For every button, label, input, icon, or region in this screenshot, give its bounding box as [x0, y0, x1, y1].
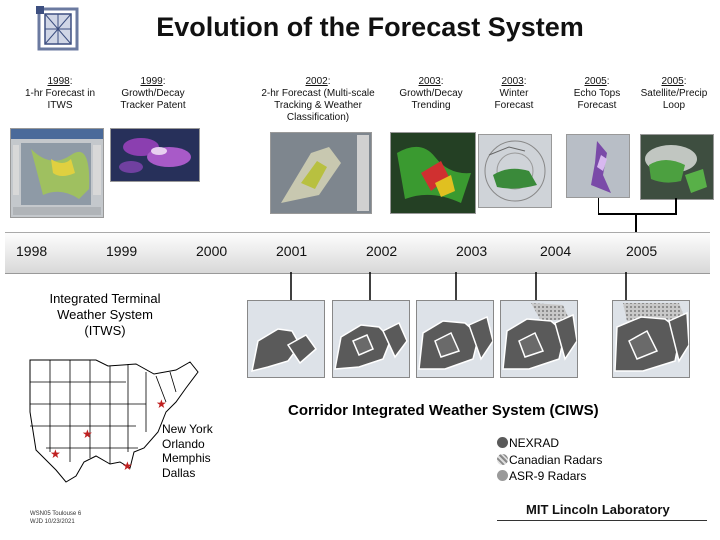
star-memphis-icon: ★ [82, 427, 93, 441]
milestone-2003-winter: 2003: Winter Forecast [494, 76, 534, 111]
timeline-year-2002: 2002 [366, 243, 398, 259]
itws-forecast-screenshot [10, 128, 104, 218]
canadian-radars-swatch-icon [497, 454, 508, 465]
two-hour-forecast-screenshot [270, 132, 372, 214]
legend-canadian-radars: Canadian Radars [497, 453, 602, 467]
asr9-radars-swatch-icon [497, 470, 508, 481]
winter-forecast-screenshot [478, 134, 552, 208]
legend-nexrad: NEXRAD [497, 436, 559, 450]
timeline-year-1998: 1998 [16, 243, 48, 259]
footer-notes: WSN05 Toulouse 6 WJD 10/23/2021 [30, 510, 81, 526]
footer-line-1: WSN05 Toulouse 6 [30, 511, 82, 517]
bracket-connector [598, 198, 677, 234]
milestone-2005-echotops: 2005: Echo Tops Forecast [573, 76, 621, 111]
city-memphis: Memphis [162, 451, 211, 465]
svg-text:★: ★ [50, 447, 61, 461]
ciws-label: Corridor Integrated Weather System (CIWS… [288, 402, 599, 419]
milestone-1999: 1999: Growth/Decay Tracker Patent [120, 76, 186, 111]
timeline-year-2005: 2005 [626, 243, 658, 259]
city-dallas: Dallas [162, 465, 196, 480]
milestone-2005-satellite: 2005: Satellite/Precip Loop [640, 76, 708, 111]
milestone-1998: 1998: 1-hr Forecast in ITWS [24, 76, 96, 111]
city-orlando: Orlando [162, 436, 205, 451]
organization-name: MIT Lincoln Laboratory [526, 502, 670, 517]
itws-city-list: New York Orlando Memphis Dallas [162, 422, 213, 480]
milestone-2002: 2002: 2-hr Forecast (Multi-scale Tracking… [261, 76, 375, 123]
timeline-bar [5, 232, 710, 274]
ciws-coverage-map-2005 [612, 300, 690, 378]
timeline-year-2004: 2004 [540, 243, 572, 259]
satellite-precip-screenshot [640, 134, 714, 200]
footer-divider [497, 520, 707, 521]
timeline-year-1999: 1999 [106, 243, 138, 259]
timeline-connectors [290, 272, 627, 300]
lincoln-lab-logo [36, 6, 79, 51]
footer-line-2: WJD 10/23/2021 [30, 519, 75, 525]
itws-label: Integrated Terminal Weather System (ITWS… [49, 291, 161, 338]
ciws-coverage-map-2004 [500, 300, 578, 378]
star-new-york-icon: ★ [156, 397, 167, 411]
echo-tops-forecast-screenshot [566, 134, 630, 198]
growth-decay-trending-screenshot [390, 132, 476, 214]
page-title: Evolution of the Forecast System [156, 12, 584, 42]
svg-text:★: ★ [82, 427, 93, 441]
ciws-coverage-map-2003 [416, 300, 494, 378]
legend-asr9-radars: ASR-9 Radars [497, 469, 586, 483]
timeline-year-2000: 2000 [196, 243, 228, 259]
svg-text:★: ★ [122, 459, 133, 473]
ciws-coverage-map-2001 [247, 300, 325, 378]
timeline-year-2003: 2003 [456, 243, 488, 259]
svg-text:★: ★ [156, 397, 167, 411]
milestone-2003-trending: 2003: Growth/Decay Trending [399, 76, 463, 111]
city-new-york: New York [162, 422, 213, 436]
growth-decay-screenshot [110, 128, 200, 182]
star-orlando-icon: ★ [122, 459, 133, 473]
timeline-year-2001: 2001 [276, 243, 308, 259]
nexrad-swatch-icon [497, 437, 508, 448]
ciws-coverage-map-2002 [332, 300, 410, 378]
star-dallas-icon: ★ [50, 447, 61, 461]
us-map-itws-sites: ★ ★ ★ ★ [29, 359, 199, 483]
